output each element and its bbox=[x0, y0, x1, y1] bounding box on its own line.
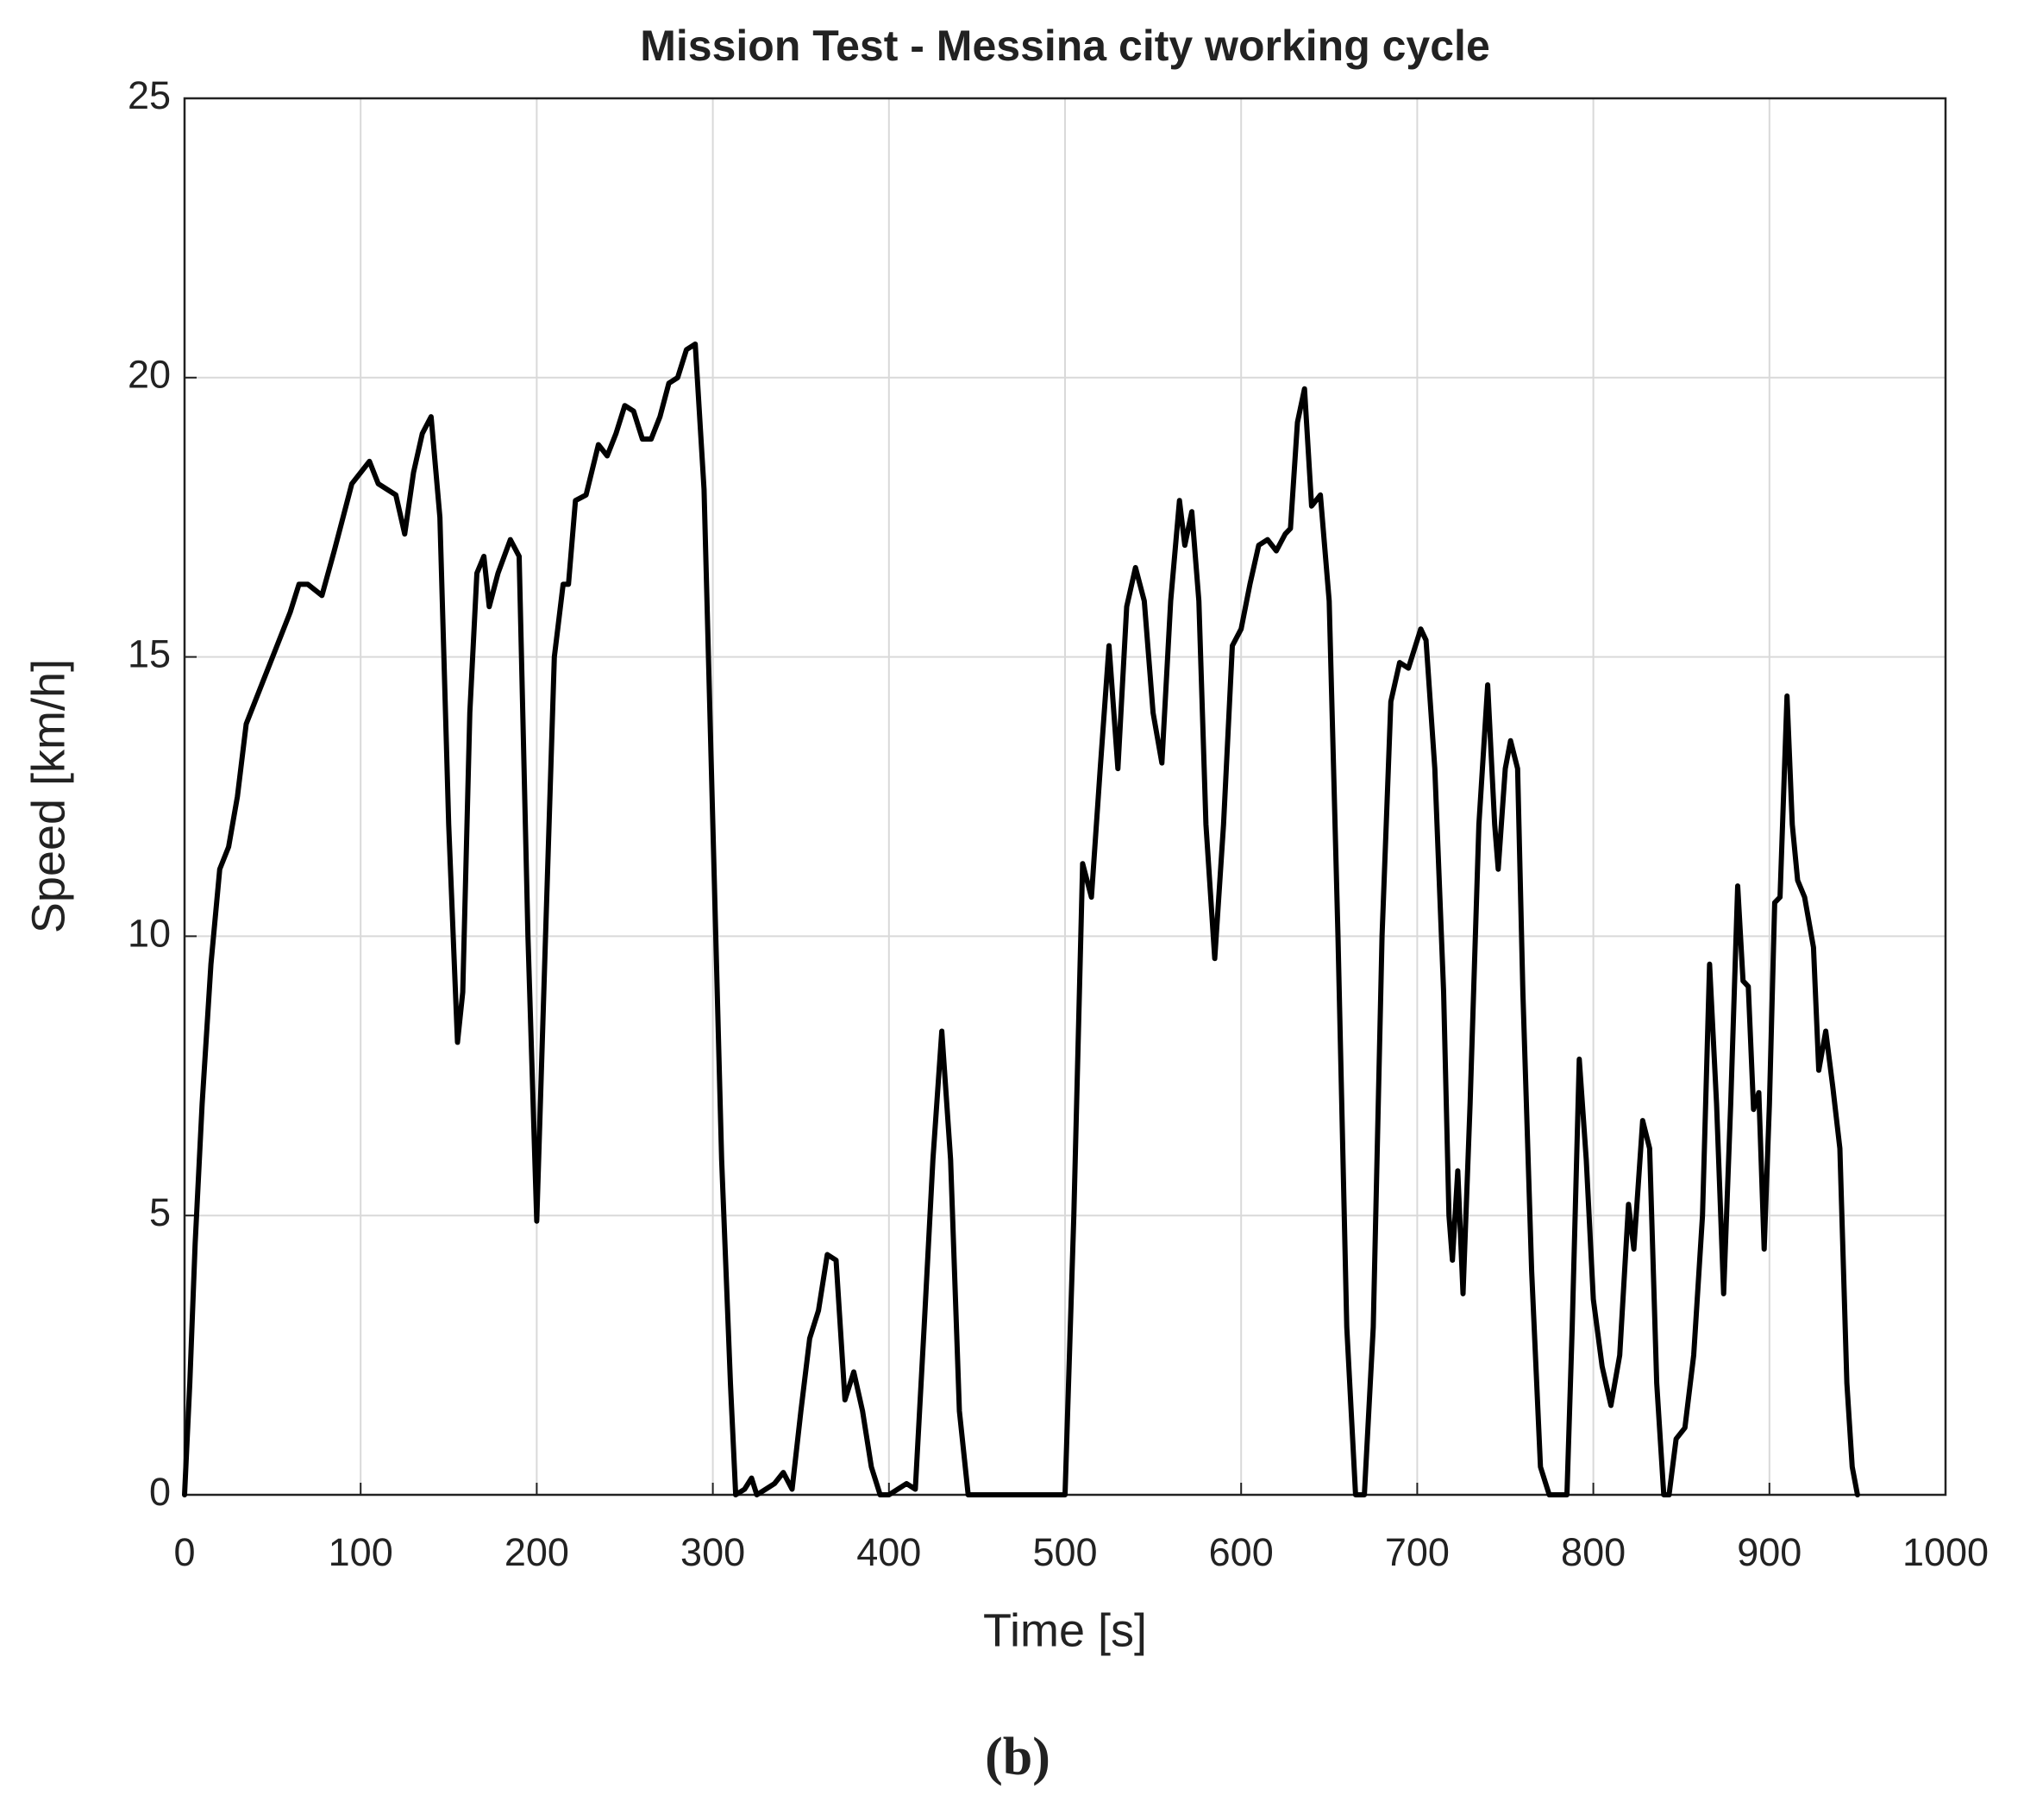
x-tick-label: 400 bbox=[856, 1530, 921, 1574]
x-tick-label: 1000 bbox=[1902, 1530, 1989, 1574]
x-tick-label: 100 bbox=[329, 1530, 393, 1574]
speed-line bbox=[182, 341, 1860, 1497]
x-tick-label: 700 bbox=[1385, 1530, 1450, 1574]
x-tick-label: 800 bbox=[1561, 1530, 1626, 1574]
x-axis-label: Time [s] bbox=[983, 1604, 1147, 1656]
chart-title: Mission Test - Messina city working cycl… bbox=[640, 22, 1490, 70]
x-tick-label: 200 bbox=[504, 1530, 569, 1574]
y-tick-label: 0 bbox=[149, 1470, 171, 1514]
x-tick-label: 600 bbox=[1209, 1530, 1274, 1574]
x-tick-label: 500 bbox=[1032, 1530, 1097, 1574]
x-tick-label: 900 bbox=[1737, 1530, 1802, 1574]
y-tick-label: 25 bbox=[128, 73, 171, 117]
y-axis-label: Speed [km/h] bbox=[22, 659, 74, 933]
x-tick-label: 0 bbox=[173, 1530, 195, 1574]
x-tick-label: 300 bbox=[680, 1530, 745, 1574]
y-tick-label: 5 bbox=[149, 1190, 171, 1234]
y-tick-label: 15 bbox=[128, 631, 171, 675]
caption: (b) bbox=[985, 1728, 1050, 1786]
y-tick-label: 20 bbox=[128, 353, 171, 397]
y-tick-label: 10 bbox=[128, 911, 171, 955]
